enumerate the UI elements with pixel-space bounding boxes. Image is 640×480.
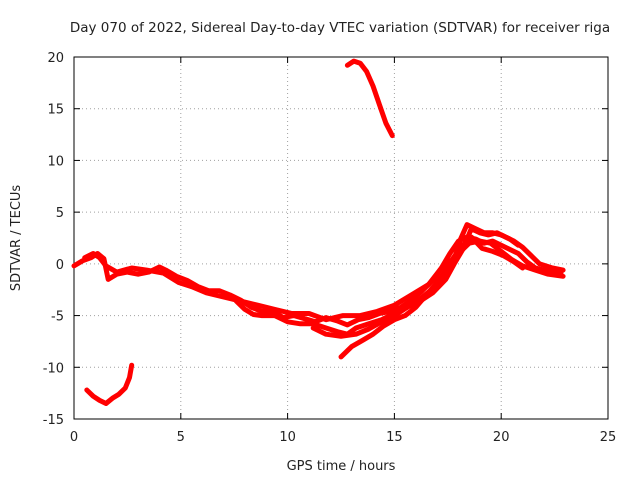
y-tick-label: 20	[47, 51, 64, 66]
series-trace-high-arc	[344, 58, 395, 139]
y-tick-label: 10	[47, 154, 64, 169]
y-tick-label: -15	[43, 413, 64, 428]
plot-frame	[73, 56, 609, 420]
x-tick-label: 5	[177, 430, 185, 445]
x-tick-label: 20	[493, 430, 510, 445]
x-axis-label: GPS time / hours	[287, 459, 396, 474]
x-tick-label: 15	[386, 430, 403, 445]
y-tick-label: -10	[43, 361, 64, 376]
y-tick-label: 5	[56, 206, 64, 221]
x-tick-label: 25	[600, 430, 617, 445]
y-tick-label: 0	[56, 258, 64, 273]
x-tick-label: 0	[70, 430, 78, 445]
data-series	[71, 58, 566, 406]
y-axis-label: SDTVAR / TECUs	[9, 185, 24, 292]
grid-lines	[74, 57, 608, 419]
axis-ticks: 0 5 10 15 20 25 -15 -10 -5 0 5 10 15 20	[43, 51, 617, 445]
chart-title: Day 070 of 2022, Sidereal Day-to-day VTE…	[70, 20, 610, 36]
y-tick-label: -5	[51, 310, 64, 325]
x-tick-label: 10	[279, 430, 296, 445]
y-tick-label: 15	[47, 103, 64, 118]
series-trace-main-e	[338, 238, 566, 360]
series-trace-early-low	[84, 362, 135, 406]
